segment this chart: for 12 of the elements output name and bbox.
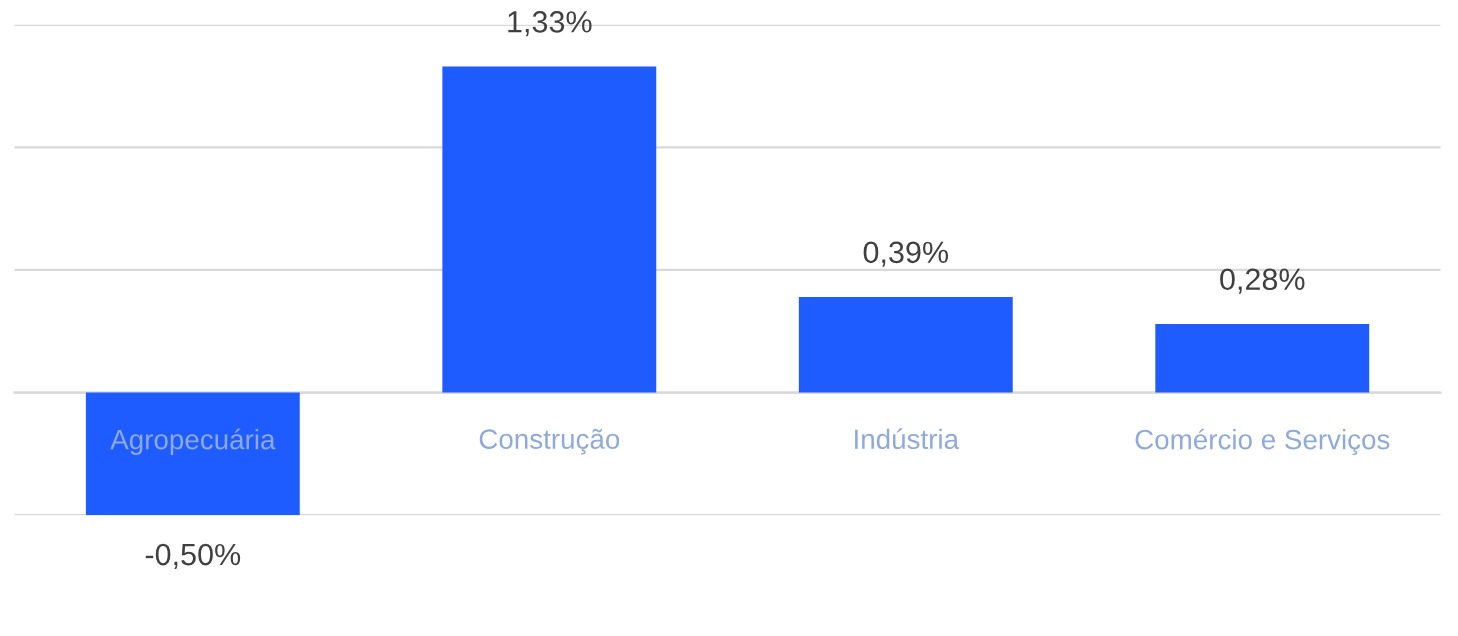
data-label: -0,50%: [145, 543, 241, 569]
bar: [798, 296, 1013, 393]
bar: [85, 392, 300, 516]
x-tick-label: Comércio e Serviços: [1135, 428, 1390, 456]
x-tick-label: Agropecuária: [110, 428, 276, 455]
data-label: 1,33%: [508, 11, 592, 37]
bar: [442, 66, 657, 393]
x-tick-label: Indústria: [855, 428, 960, 450]
x-tick-label: Construção: [479, 428, 620, 455]
bar: [1155, 323, 1370, 393]
data-label: 0,28%: [1220, 268, 1305, 294]
data-label: 0,39%: [863, 241, 949, 267]
